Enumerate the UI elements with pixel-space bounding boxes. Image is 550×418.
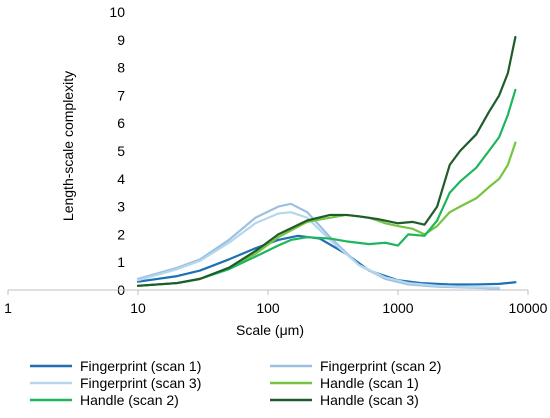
series-line-3 (136, 211, 501, 289)
x-tick-label: 1 (4, 300, 12, 316)
x-tick-labels: 1 10 100 1000 10000 (4, 300, 548, 316)
legend-label: Fingerprint (scan 2) (320, 358, 441, 374)
x-axis-title: Scale (μm) (236, 322, 304, 338)
x-ticks (7, 290, 529, 295)
legend: Fingerprint (scan 1) Fingerprint (scan 2)… (30, 358, 441, 408)
series-lines (136, 35, 517, 290)
y-tick-label: 1 (117, 254, 125, 270)
legend-label: Handle (scan 1) (320, 375, 419, 391)
y-tick-label: 8 (117, 60, 125, 76)
legend-label: Fingerprint (scan 1) (80, 358, 201, 374)
y-tick-label: 5 (117, 143, 125, 159)
y-tick-label: 9 (117, 32, 125, 48)
x-tick-label: 1000 (382, 300, 413, 316)
legend-label: Handle (scan 3) (320, 392, 419, 408)
y-tick-label: 7 (117, 87, 125, 103)
x-tick-label: 100 (256, 300, 280, 316)
series-line-4 (136, 141, 517, 287)
legend-label: Fingerprint (scan 3) (80, 375, 201, 391)
y-tick-label: 4 (117, 171, 125, 187)
x-tick-label: 10000 (509, 300, 548, 316)
series-line-5 (136, 88, 517, 287)
y-tick-label: 2 (117, 226, 125, 242)
series-line-1 (136, 234, 517, 286)
y-tick-label: 10 (109, 4, 125, 20)
y-tick-label: 6 (117, 115, 125, 131)
series-line-6 (136, 35, 517, 287)
y-axis-title: Length-scale complexity (60, 71, 76, 221)
x-tick-label: 10 (130, 300, 146, 316)
y-tick-label: 3 (117, 199, 125, 215)
legend-label: Handle (scan 2) (80, 392, 179, 408)
